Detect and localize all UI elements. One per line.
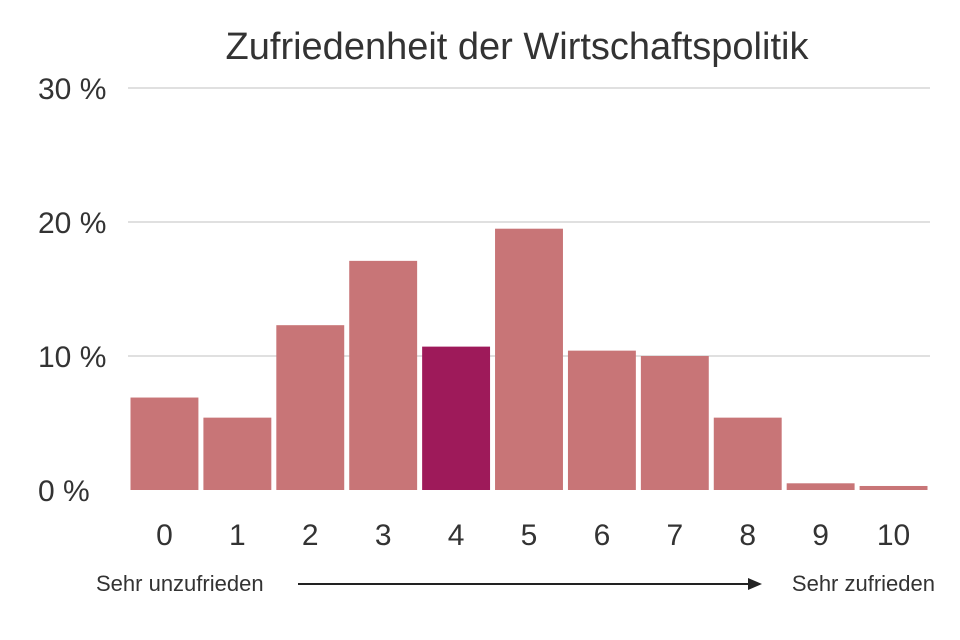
bar [640,356,709,490]
y-tick-label: 20 % [38,207,106,240]
x-tick-label: 2 [302,519,319,552]
x-tick-label: 1 [229,519,246,552]
bar [713,417,782,490]
bar [276,325,345,490]
scale-left-label: Sehr unzufrieden [96,571,264,596]
bar [203,417,272,490]
bar [130,397,199,490]
chart-title: Zufriedenheit der Wirtschaftspolitik [226,26,810,68]
x-tick-label: 10 [877,519,910,552]
x-tick-label: 8 [739,519,756,552]
bar [567,350,636,490]
x-tick-label: 4 [448,519,465,552]
x-tick-label: 0 [156,519,173,552]
bar-highlighted [422,346,491,490]
bar [495,228,563,490]
bars [130,228,928,490]
scale-right-label: Sehr zufrieden [792,571,935,596]
y-axis-ticks: 0 % 10 % 20 % 30 % [38,73,106,508]
x-axis-ticks: 0 1 2 3 4 5 6 7 8 9 10 [156,519,910,552]
x-tick-label: 7 [666,519,683,552]
y-tick-label: 0 % [38,475,90,508]
x-tick-label: 6 [594,519,611,552]
bar [859,485,928,490]
bar [349,260,418,490]
y-tick-label: 30 % [38,73,106,106]
x-tick-label: 9 [812,519,829,552]
bottom-crop [0,628,960,640]
bar [786,483,855,490]
x-tick-label: 5 [521,519,538,552]
x-tick-label: 3 [375,519,392,552]
scale-arrow-head [748,578,762,590]
y-tick-label: 10 % [38,341,106,374]
